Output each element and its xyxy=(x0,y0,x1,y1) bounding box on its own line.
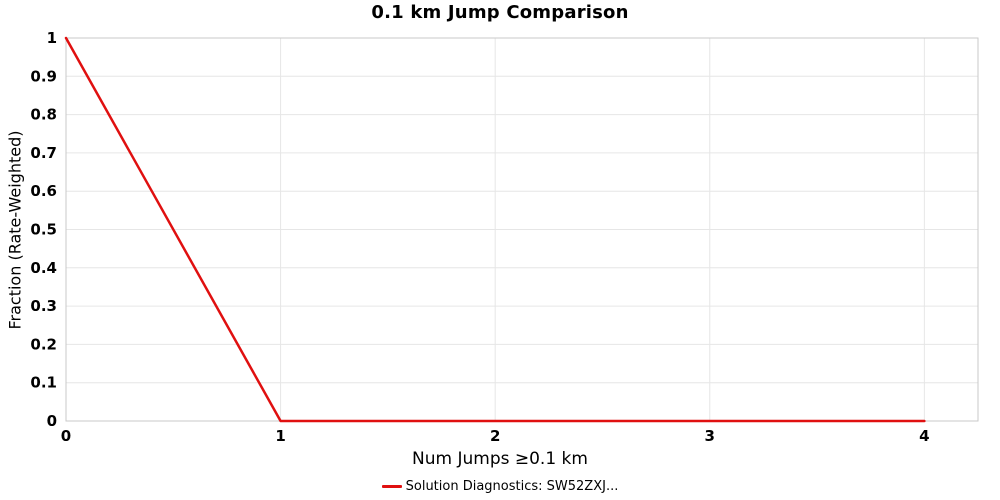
legend-series-label: Solution Diagnostics: SW52ZXJ... xyxy=(405,479,619,494)
svg-text:4: 4 xyxy=(919,427,929,445)
svg-text:3: 3 xyxy=(705,427,715,445)
svg-text:1: 1 xyxy=(275,427,285,445)
svg-text:2: 2 xyxy=(490,427,500,445)
chart-title: 0.1 km Jump Comparison xyxy=(371,2,629,23)
svg-text:0.3: 0.3 xyxy=(30,297,57,315)
svg-text:0.4: 0.4 xyxy=(30,259,57,277)
svg-text:0.2: 0.2 xyxy=(30,335,57,353)
svg-text:1: 1 xyxy=(47,29,57,47)
svg-text:0.7: 0.7 xyxy=(30,144,57,162)
svg-text:0: 0 xyxy=(61,427,71,445)
y-axis-label: Fraction (Rate-Weighted) xyxy=(5,130,25,330)
svg-text:0.8: 0.8 xyxy=(30,106,57,124)
svg-text:0.5: 0.5 xyxy=(30,221,57,239)
svg-text:0.6: 0.6 xyxy=(30,182,57,200)
legend-line-marker xyxy=(381,485,402,488)
legend: Solution Diagnostics: SW52ZXJ... xyxy=(0,479,1000,494)
svg-text:0.1: 0.1 xyxy=(30,374,57,392)
svg-text:0: 0 xyxy=(47,412,57,430)
x-axis-label: Num Jumps ≥0.1 km xyxy=(412,449,588,469)
svg-text:0.9: 0.9 xyxy=(30,67,57,85)
